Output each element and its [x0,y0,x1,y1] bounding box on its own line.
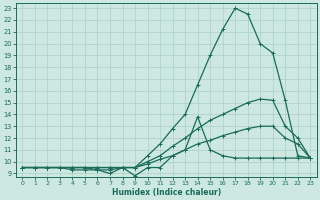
X-axis label: Humidex (Indice chaleur): Humidex (Indice chaleur) [112,188,221,197]
